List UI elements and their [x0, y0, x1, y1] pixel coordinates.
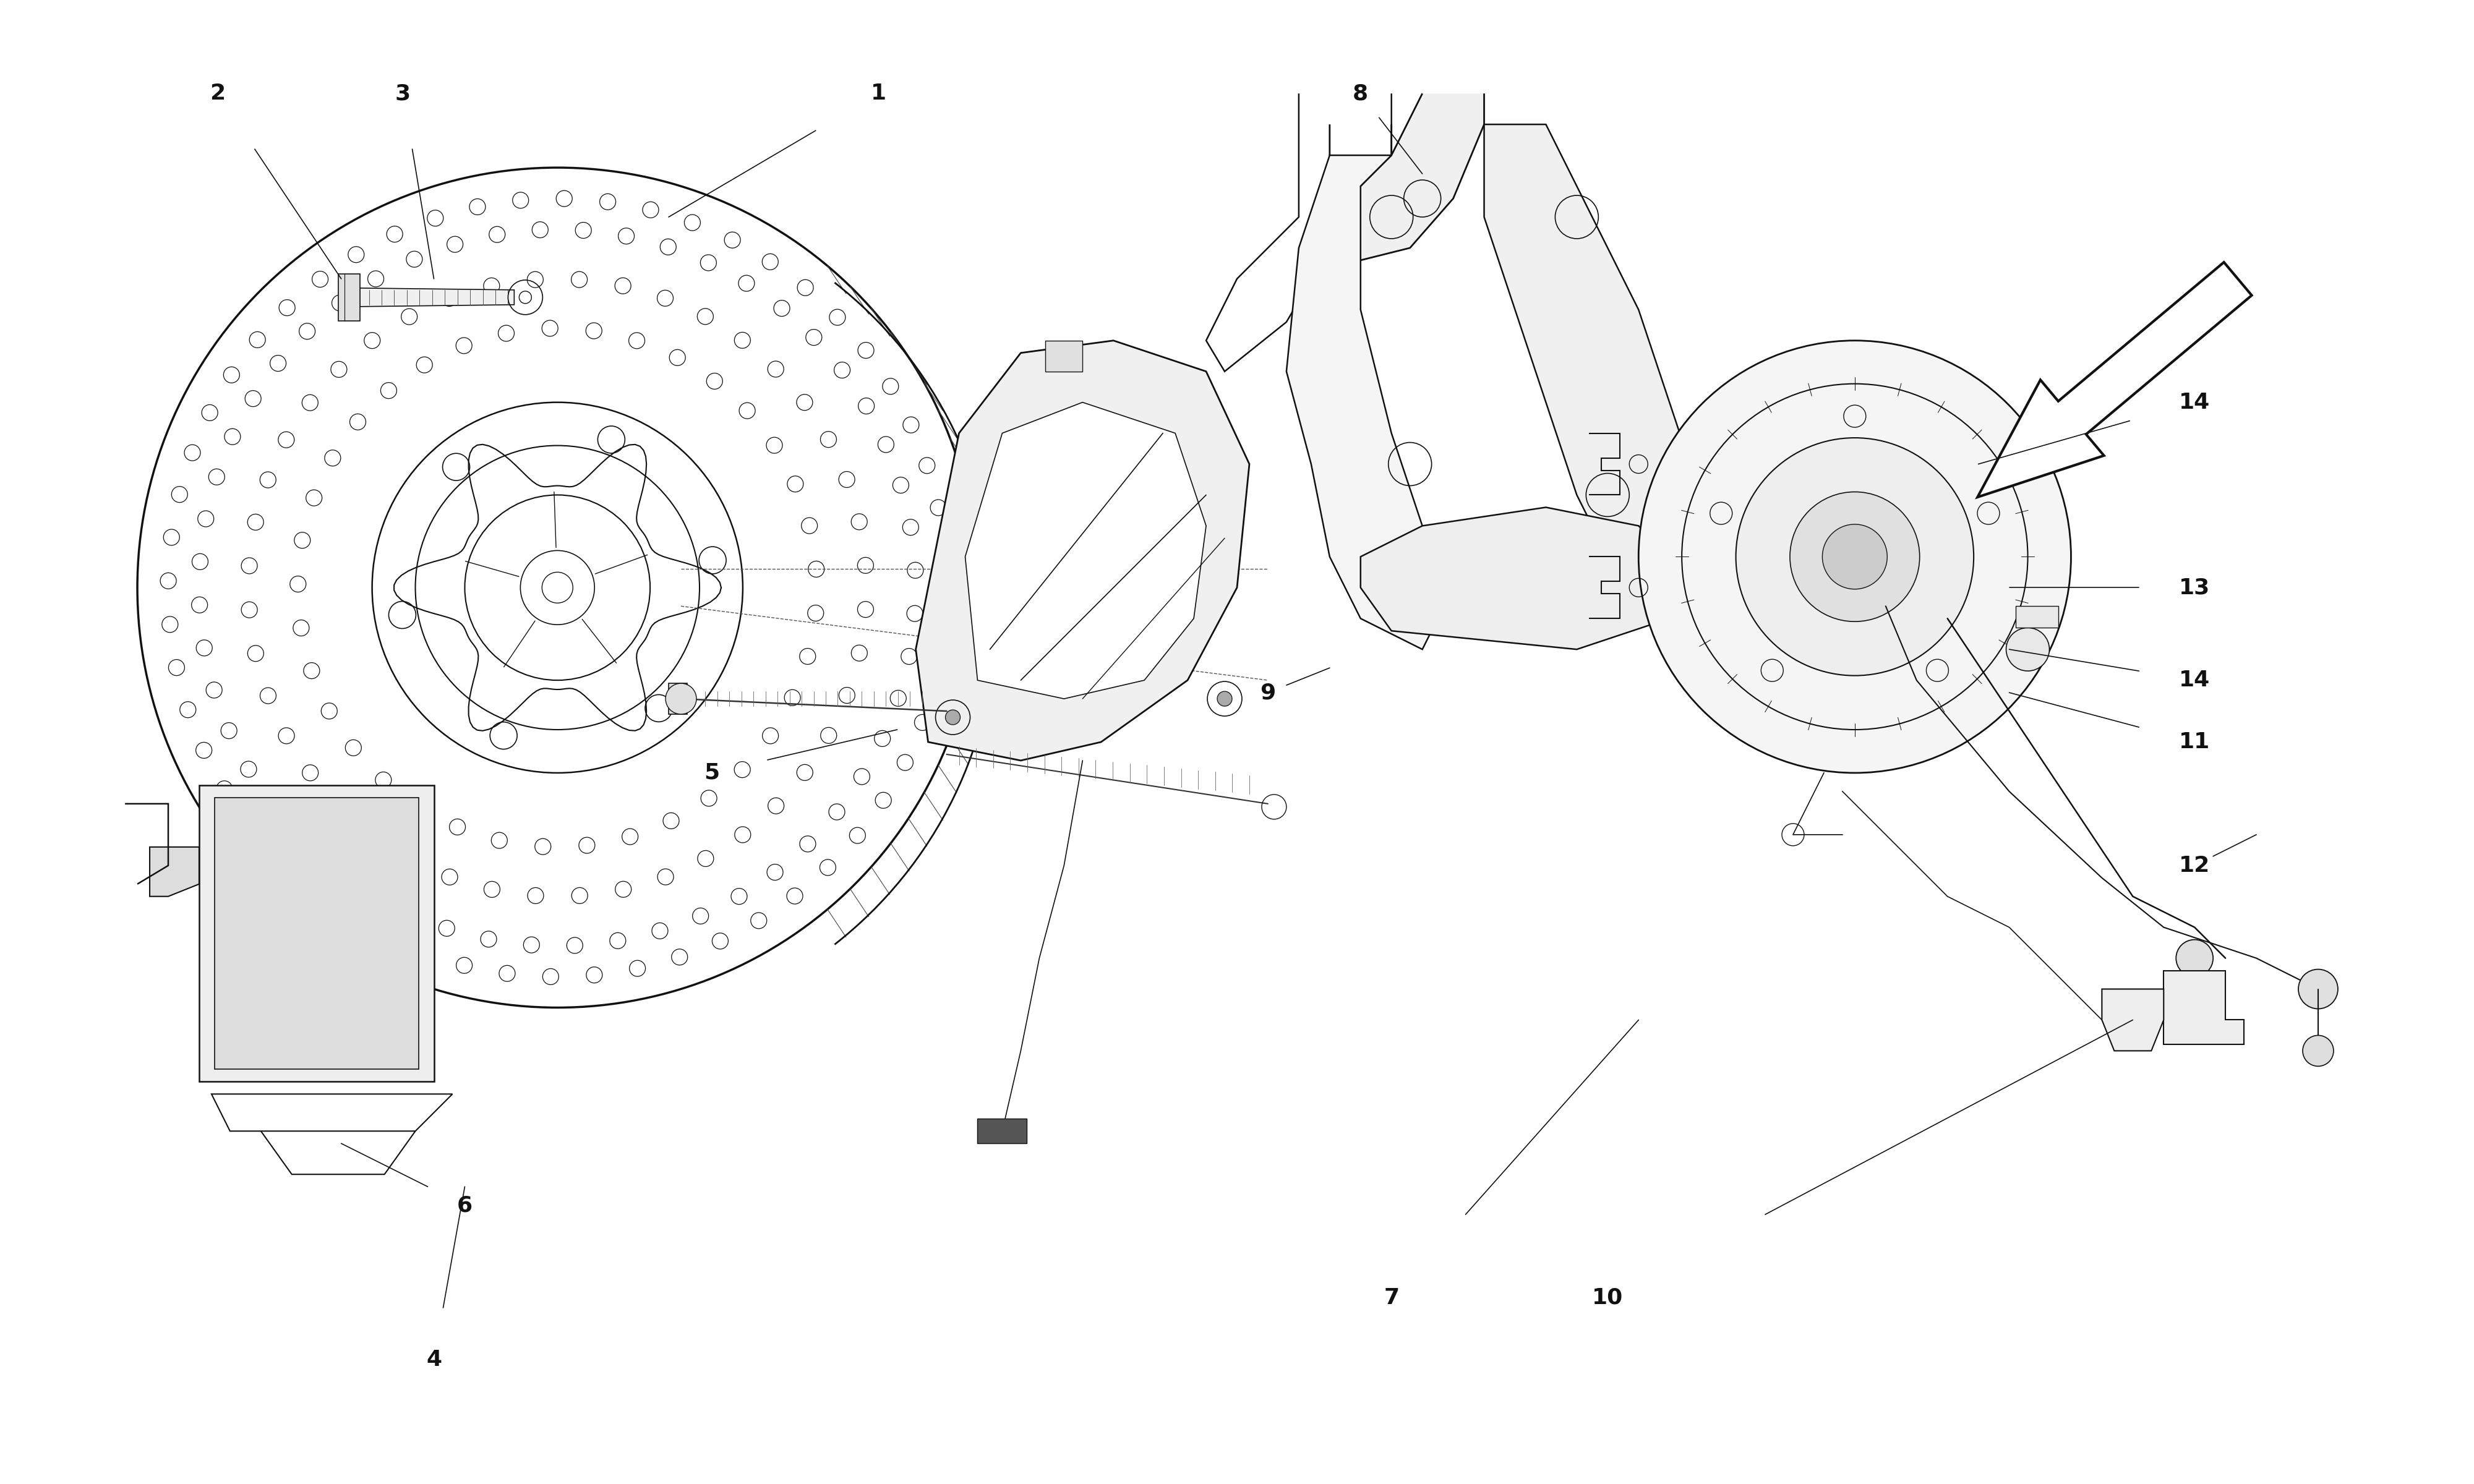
Circle shape: [2298, 969, 2338, 1009]
Polygon shape: [1286, 156, 1452, 650]
Polygon shape: [1047, 340, 1084, 371]
Polygon shape: [977, 1119, 1027, 1144]
Polygon shape: [339, 275, 359, 321]
Polygon shape: [2103, 988, 2165, 1051]
Polygon shape: [1484, 125, 1732, 619]
Polygon shape: [2165, 971, 2244, 1045]
Text: 10: 10: [1593, 1287, 1623, 1309]
Text: 14: 14: [2180, 669, 2209, 690]
Circle shape: [1217, 692, 1232, 706]
Circle shape: [1789, 491, 1920, 622]
Polygon shape: [2016, 605, 2058, 628]
Text: 1: 1: [871, 83, 886, 104]
Circle shape: [2006, 628, 2048, 671]
Circle shape: [1638, 340, 2071, 773]
Text: 8: 8: [1353, 83, 1368, 104]
Text: 11: 11: [2180, 732, 2209, 752]
Text: 13: 13: [2180, 577, 2209, 598]
Text: 9: 9: [1259, 683, 1277, 703]
Circle shape: [945, 709, 960, 724]
Text: 14: 14: [2180, 392, 2209, 413]
Polygon shape: [151, 847, 198, 896]
Polygon shape: [965, 402, 1207, 699]
Polygon shape: [1977, 263, 2251, 497]
Text: 3: 3: [396, 83, 411, 104]
Circle shape: [2303, 1036, 2333, 1066]
Text: 2: 2: [210, 83, 225, 104]
Polygon shape: [215, 797, 418, 1070]
Polygon shape: [198, 785, 433, 1082]
Text: 12: 12: [2180, 855, 2209, 876]
Text: 7: 7: [1383, 1287, 1400, 1309]
Circle shape: [1823, 524, 1888, 589]
Polygon shape: [668, 683, 688, 714]
Circle shape: [666, 683, 698, 714]
Text: 5: 5: [705, 763, 720, 784]
Text: 6: 6: [458, 1195, 473, 1215]
Polygon shape: [359, 288, 515, 307]
Text: 4: 4: [426, 1349, 443, 1370]
Polygon shape: [1361, 508, 1682, 650]
Circle shape: [1737, 438, 1974, 675]
Polygon shape: [1348, 93, 1484, 260]
Circle shape: [2177, 939, 2214, 976]
Polygon shape: [915, 340, 1249, 760]
